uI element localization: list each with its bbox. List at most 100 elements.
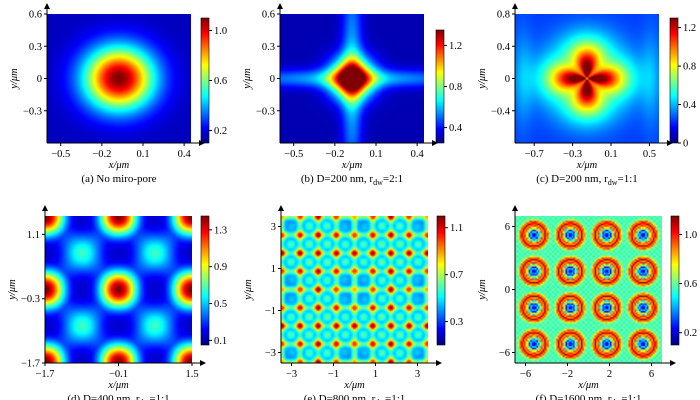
caption-subscript: dw bbox=[140, 398, 150, 400]
colorbar bbox=[669, 17, 679, 144]
y-tick-label: 0 bbox=[505, 74, 510, 85]
panel-b: −0.5 −0.2 0.1 0.4 −0.3 0 0.3 0.6 x/μm y/μm (b) D=2… bbox=[242, 3, 463, 187]
y-tick-label: −0.3 bbox=[21, 294, 40, 305]
panel-f: −6 −2 2 6 −6 0 6 x/μm y/μm (f) D=1600 nm, rdw=1:1… bbox=[477, 205, 697, 400]
x-tick-label: −0.7 bbox=[525, 149, 544, 160]
colorbar bbox=[435, 29, 445, 144]
colorbar-tick-label: 0.3 bbox=[450, 317, 463, 328]
panel-caption: (f) D=1600 nm, rdw=1:1 bbox=[536, 393, 642, 400]
panel-e: −3 −1 1 3 −3 −1 1 3 x/μm y/μm (e) D=800 nm, rdw=1:… bbox=[243, 205, 463, 400]
colorbar-tick-label: 1.0 bbox=[684, 230, 697, 241]
x-axis-arrow bbox=[436, 360, 442, 366]
y-tick-label: −1.7 bbox=[21, 359, 40, 370]
y-axis-arrow bbox=[277, 3, 283, 9]
caption-subscript: dw bbox=[375, 398, 385, 400]
y-tick-label: 3 bbox=[271, 222, 276, 233]
caption-main: (d) D=400 nm, r bbox=[67, 393, 140, 400]
x-tick-label: −1.7 bbox=[35, 369, 54, 380]
heatmap-image bbox=[45, 216, 192, 363]
y-axis-arrow bbox=[44, 3, 50, 9]
x-tick-label: −0.2 bbox=[325, 149, 344, 160]
panel-caption: (a) No miro-pore bbox=[81, 173, 156, 185]
x-axis-label: x/μm bbox=[341, 160, 363, 171]
y-tick-label: 0 bbox=[270, 74, 275, 85]
colorbar-tick-label: 0.6 bbox=[684, 279, 697, 290]
y-axis-arrow bbox=[512, 205, 518, 211]
x-axis-arrow bbox=[200, 360, 206, 366]
heatmap-image bbox=[515, 216, 662, 363]
panel-c: −0.7 −0.3 0.1 0.5 −0.4 0 0.4 0.8 x/μm y/μm (c) D=2… bbox=[477, 3, 697, 187]
y-axis-arrow bbox=[278, 205, 284, 211]
colorbar-tick-label: 0.4 bbox=[683, 100, 697, 111]
colorbar-tick-label: 0.5 bbox=[214, 299, 227, 310]
y-axis-label: y/μm bbox=[7, 279, 18, 301]
panel-caption: (d) D=400 nm, rdw=1:1 bbox=[67, 393, 169, 400]
caption-tail: =2:1 bbox=[383, 173, 403, 185]
colorbar-tick-label: 1.2 bbox=[683, 23, 696, 34]
caption-tail: =1:1 bbox=[621, 393, 641, 400]
heatmap-image bbox=[281, 216, 428, 363]
y-tick-label: 1.1 bbox=[27, 230, 40, 241]
x-tick-label: 0.5 bbox=[643, 149, 656, 160]
x-tick-label: 0.1 bbox=[136, 149, 149, 160]
heatmap-image bbox=[515, 14, 659, 143]
y-tick-label: 0.3 bbox=[29, 42, 42, 53]
colorbar-tick-label: 0.8 bbox=[683, 62, 696, 73]
colorbar-tick-label: 1.3 bbox=[214, 225, 227, 236]
x-tick-label: 3 bbox=[415, 369, 420, 380]
caption-subscript: dw bbox=[608, 178, 618, 187]
y-axis-label: y/μm bbox=[477, 68, 488, 90]
y-tick-label: 0.6 bbox=[29, 10, 42, 21]
colorbar bbox=[200, 17, 210, 144]
x-tick-label: −3 bbox=[286, 369, 297, 380]
y-tick-label: 6 bbox=[505, 222, 510, 233]
heatmap-image bbox=[47, 14, 191, 143]
y-tick-label: 1 bbox=[271, 264, 276, 275]
x-axis-label: x/μm bbox=[107, 380, 129, 391]
colorbar-tick-label: 0.2 bbox=[214, 126, 227, 137]
colorbar-tick-label: 1.0 bbox=[214, 26, 227, 37]
x-tick-label: 0.1 bbox=[604, 149, 617, 160]
colorbar-tick-label: 1.1 bbox=[450, 223, 463, 234]
x-tick-label: 1.5 bbox=[185, 369, 198, 380]
y-tick-label: −0.3 bbox=[23, 106, 42, 117]
y-axis-arrow bbox=[512, 3, 518, 9]
x-tick-label: −1 bbox=[328, 369, 339, 380]
y-tick-label: 0 bbox=[505, 285, 510, 296]
colorbar bbox=[670, 215, 680, 346]
caption-tail: =1:1 bbox=[618, 173, 638, 185]
caption-subscript: dw bbox=[611, 398, 621, 400]
colorbar-tick-label: 1.2 bbox=[449, 41, 462, 52]
panel-caption: (c) D=200 nm, rdw=1:1 bbox=[536, 173, 638, 187]
caption-tail: =1:1 bbox=[385, 393, 405, 400]
colorbar-tick-label: 0.2 bbox=[684, 328, 697, 339]
x-tick-label: 1 bbox=[373, 369, 378, 380]
x-axis-arrow bbox=[432, 140, 438, 146]
y-tick-label: −6 bbox=[499, 348, 510, 359]
x-tick-label: 6 bbox=[649, 369, 654, 380]
x-tick-label: −0.5 bbox=[284, 149, 303, 160]
colorbar-tick-label: 0.7 bbox=[450, 270, 463, 281]
y-axis-label: y/μm bbox=[9, 68, 20, 90]
panel-caption: (b) D=200 nm, rdw=2:1 bbox=[301, 173, 403, 187]
x-axis-label: x/μm bbox=[576, 160, 598, 171]
colorbar-tick-label: 0 bbox=[683, 139, 688, 150]
y-tick-label: −0.3 bbox=[256, 106, 275, 117]
x-tick-label: 2 bbox=[607, 369, 612, 380]
colorbar-tick-label: 0.8 bbox=[449, 82, 462, 93]
y-tick-label: 0.4 bbox=[497, 42, 511, 53]
x-tick-label: −0.3 bbox=[563, 149, 582, 160]
y-axis-arrow bbox=[42, 205, 48, 211]
x-axis-label: x/μm bbox=[577, 380, 599, 391]
y-tick-label: −0.4 bbox=[491, 106, 511, 117]
heatmap-image bbox=[280, 14, 424, 143]
y-tick-label: 0 bbox=[37, 74, 42, 85]
x-axis-arrow bbox=[670, 360, 676, 366]
x-tick-label: −0.2 bbox=[92, 149, 111, 160]
colorbar-tick-label: 0.6 bbox=[214, 76, 227, 87]
x-tick-label: −2 bbox=[562, 369, 573, 380]
y-tick-label: 0.8 bbox=[497, 10, 510, 21]
x-tick-label: −0.1 bbox=[109, 369, 128, 380]
colorbar bbox=[436, 215, 446, 346]
x-tick-label: 0.1 bbox=[369, 149, 382, 160]
